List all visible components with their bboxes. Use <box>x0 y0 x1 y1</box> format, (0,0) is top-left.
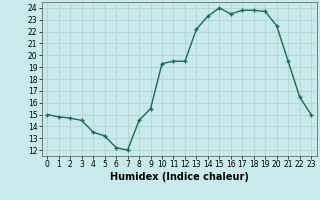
X-axis label: Humidex (Indice chaleur): Humidex (Indice chaleur) <box>110 172 249 182</box>
